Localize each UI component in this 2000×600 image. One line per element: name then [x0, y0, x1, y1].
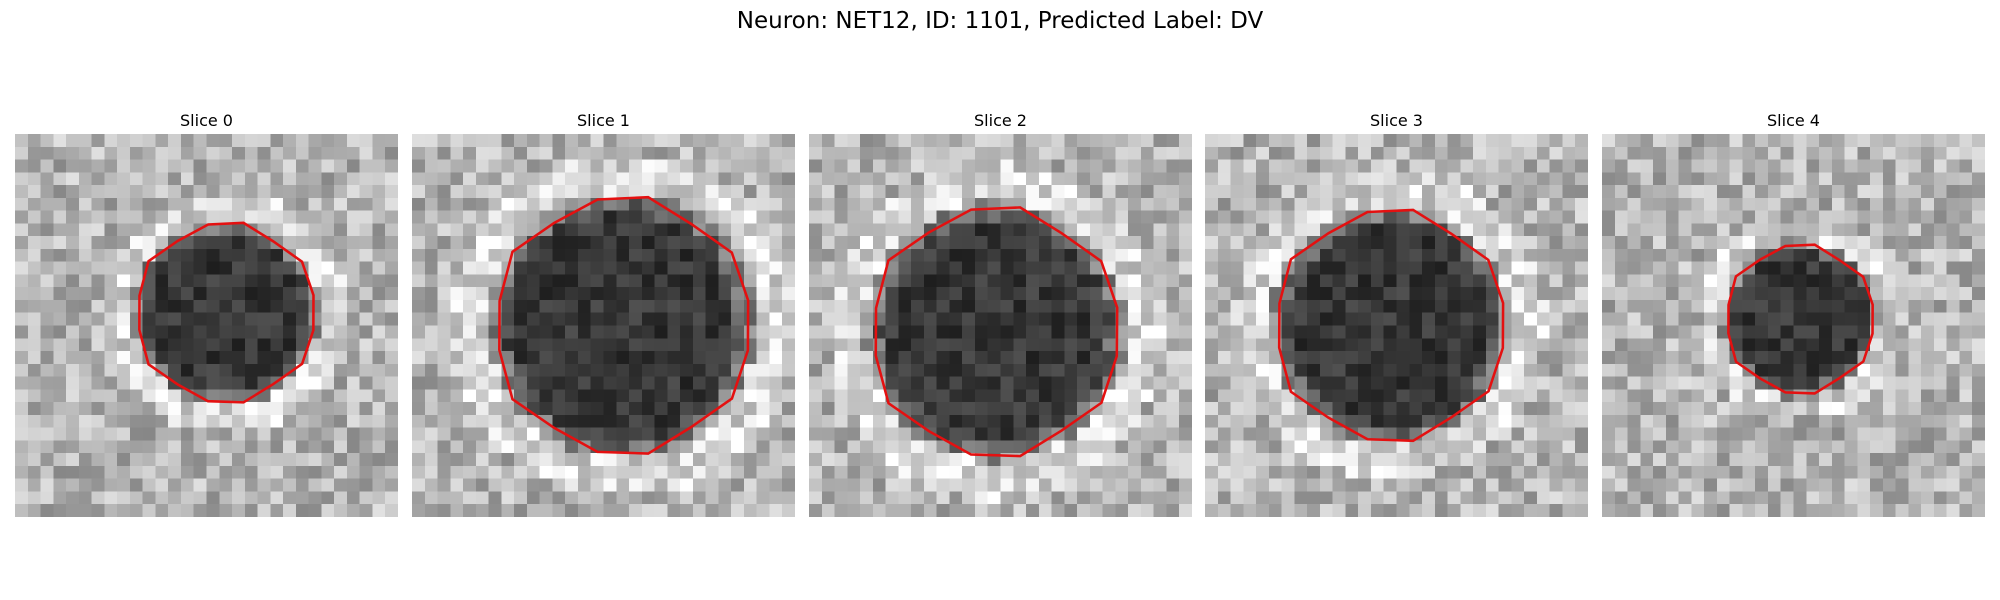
slice-panel: Slice 3 [1205, 108, 1588, 517]
slice-panel: Slice 4 [1602, 108, 1985, 517]
slice-image [1205, 134, 1588, 517]
slice-panel: Slice 2 [809, 108, 1192, 517]
slice-title: Slice 2 [974, 111, 1027, 130]
slice-title: Slice 3 [1370, 111, 1423, 130]
roi-contour [1277, 208, 1505, 443]
slice-title: Slice 1 [577, 111, 630, 130]
slice-image [15, 134, 398, 517]
slice-panel: Slice 0 [15, 108, 398, 517]
pixels [15, 134, 398, 517]
pixels [1602, 134, 1985, 517]
roi-contour [874, 206, 1119, 458]
pixels [809, 134, 1192, 517]
roi-contour [498, 195, 750, 455]
pixels [1205, 134, 1588, 517]
roi-contour [138, 221, 315, 404]
slice-panel: Slice 1 [412, 108, 795, 517]
slice-image [809, 134, 1192, 517]
figure-title: Neuron: NET12, ID: 1101, Predicted Label… [736, 8, 1264, 34]
slice-title: Slice 4 [1767, 111, 1820, 130]
slice-image [1602, 134, 1985, 517]
slice-title: Slice 0 [180, 111, 233, 130]
pixels [412, 134, 795, 517]
roi-contour [1727, 243, 1874, 395]
slice-image [412, 134, 795, 517]
